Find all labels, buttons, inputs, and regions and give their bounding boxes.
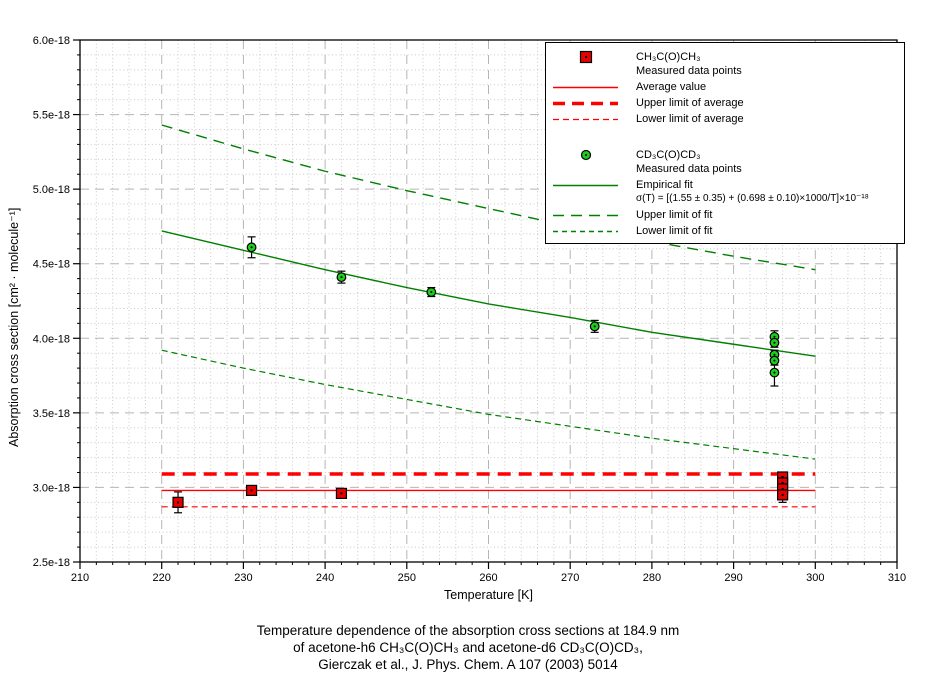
data-point-dot: [781, 475, 784, 478]
x-tick-label: 260: [479, 572, 497, 584]
caption-line-3: Gierczak et al., J. Phys. Chem. A 107 (2…: [318, 657, 618, 672]
series-curve: [161, 124, 816, 271]
legend-box: CH₃C(O)CH₃ Measured data points Average …: [545, 42, 905, 244]
legend-d6-sub: Measured data points: [636, 163, 742, 175]
y-tick-label: 3.0e-18: [33, 482, 70, 494]
y-tick-label: 6.0e-18: [33, 35, 70, 47]
legend-label-h6: CH₃C(O)CH₃ Measured data points: [636, 50, 742, 78]
x-axis-label: Temperature [K]: [444, 588, 533, 602]
legend-row-fit: Empirical fit σ(T) = [(1.55 ± 0.35) + (0…: [546, 178, 904, 206]
legend-row-average: Average value: [546, 80, 904, 94]
data-point-dot: [773, 341, 776, 344]
y-tick-label: 2.5e-18: [33, 557, 70, 569]
legend-label-lower-fit: Lower limit of fit: [636, 225, 713, 237]
square-marker-icon: [553, 50, 618, 64]
legend-spacer: [546, 128, 904, 148]
x-tick-label: 250: [398, 572, 416, 584]
x-tick-label: 220: [153, 572, 171, 584]
short-dashed-green-line-icon: [553, 224, 618, 238]
y-tick-label: 5.5e-18: [33, 110, 70, 122]
data-point-dot: [250, 489, 253, 492]
data-point-dot: [340, 276, 343, 279]
legend-row-h6: CH₃C(O)CH₃ Measured data points: [546, 50, 904, 78]
caption-line-1: Temperature dependence of the absorption…: [256, 623, 680, 638]
legend-label-lower-avg: Lower limit of average: [636, 113, 744, 125]
legend-fit-title: Empirical fit: [636, 179, 693, 191]
circle-marker-icon: [553, 148, 618, 162]
caption-line-2: of acetone-h6 CH₃C(O)CH₃ and acetone-d6 …: [293, 640, 643, 655]
legend-label-upper-fit: Upper limit of fit: [636, 209, 713, 221]
y-tick-label: 3.5e-18: [33, 408, 70, 420]
legend-h6-sub: Measured data points: [636, 65, 742, 77]
x-tick-label: 270: [561, 572, 579, 584]
legend-label-average: Average value: [636, 81, 707, 93]
x-tick-label: 240: [316, 572, 334, 584]
thick-dashed-red-line-icon: [553, 96, 618, 110]
solid-green-line-icon: [553, 178, 618, 192]
y-axis-label: Absorption cross section [cm² · molecule…: [7, 207, 21, 447]
legend-row-lower-avg: Lower limit of average: [546, 112, 904, 126]
data-point-dot: [593, 325, 596, 328]
legend-d6-formula: CD₃C(O)CD₃: [636, 149, 701, 161]
data-point-dot: [340, 492, 343, 495]
y-tick-label: 4.0e-18: [33, 333, 70, 345]
legend-row-upper-fit: Upper limit of fit: [546, 208, 904, 222]
data-point-dot: [773, 371, 776, 374]
legend-fit-equation: σ(T) = [(1.55 ± 0.35) + (0.698 ± 0.10)×1…: [636, 193, 869, 204]
data-point-dot: [781, 487, 784, 490]
legend-row-upper-avg: Upper limit of average: [546, 96, 904, 110]
data-point-dot: [773, 353, 776, 356]
legend-h6-formula: CH₃C(O)CH₃: [636, 51, 701, 63]
x-tick-label: 280: [643, 572, 661, 584]
data-point-dot: [773, 359, 776, 362]
x-tick-label: 300: [806, 572, 824, 584]
data-point-dot: [773, 335, 776, 338]
legend-label-d6: CD₃C(O)CD₃ Measured data points: [636, 148, 742, 176]
x-tick-label: 310: [888, 572, 906, 584]
long-dashed-green-line-icon: [553, 208, 618, 222]
data-point-dot: [781, 481, 784, 484]
caption: Temperature dependence of the absorption…: [0, 622, 936, 673]
legend-row-d6: CD₃C(O)CD₃ Measured data points: [546, 148, 904, 176]
data-point-dot: [250, 246, 253, 249]
data-point-dot: [781, 493, 784, 496]
x-tick-label: 290: [724, 572, 742, 584]
data-point-dot: [177, 501, 180, 504]
legend-label-fit: Empirical fit σ(T) = [(1.55 ± 0.35) + (0…: [636, 178, 869, 206]
solid-red-line-icon: [553, 80, 618, 94]
series-curve: [161, 230, 816, 357]
y-tick-label: 5.0e-18: [33, 184, 70, 196]
legend-row-lower-fit: Lower limit of fit: [546, 224, 904, 238]
y-tick-label: 4.5e-18: [33, 259, 70, 271]
thin-dashed-red-line-icon: [553, 112, 618, 126]
series-curve: [161, 349, 816, 460]
x-tick-label: 230: [234, 572, 252, 584]
x-tick-label: 210: [71, 572, 89, 584]
legend-label-upper-avg: Upper limit of average: [636, 97, 744, 109]
data-point-dot: [430, 291, 433, 294]
